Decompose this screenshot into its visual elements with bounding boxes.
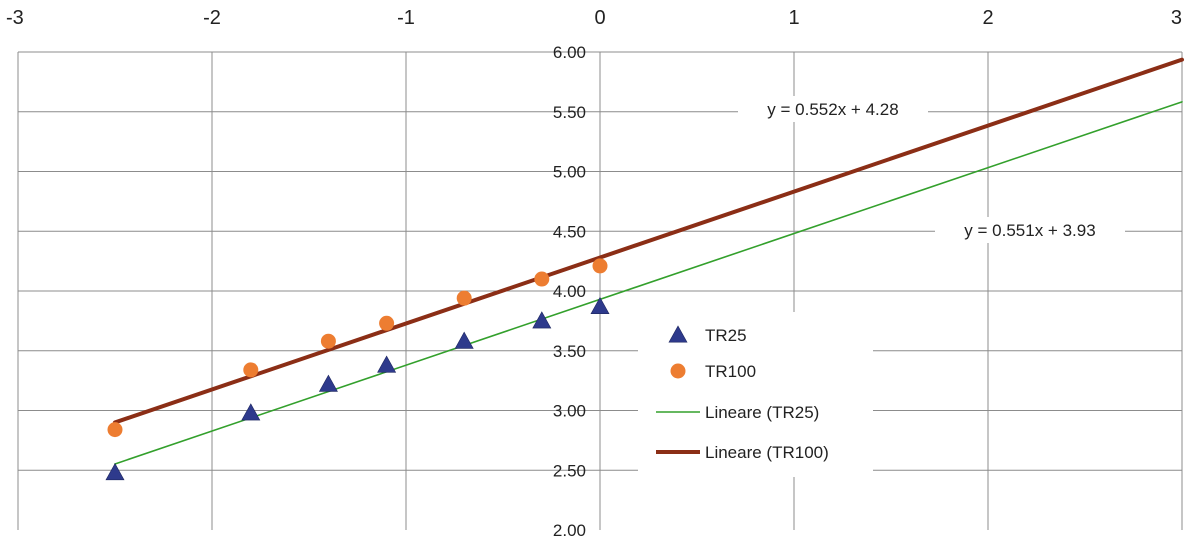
trendlines [113,57,1184,465]
x-tick-label: 1 [788,7,799,29]
y-tick-label: 5.50 [553,103,586,122]
tr100-point [456,290,472,306]
y-tick-label: 6.00 [553,43,586,62]
tr100-point [379,315,395,331]
legend: TR25 TR100 Lineare (TR25) Lineare (TR100) [638,312,873,477]
y-tick-label: 4.00 [553,282,586,301]
equation-label-background [738,96,928,122]
tr25-point [105,463,125,481]
x-tick-label: -2 [203,7,221,29]
tr25-point [454,331,474,349]
data-points [105,258,610,481]
x-tick-label: 0 [594,7,605,29]
trendline-tr100 [113,57,1184,425]
tr100-point [107,422,123,438]
legend-label: Lineare (TR25) [705,403,819,422]
tr25-point [377,355,397,373]
x-axis-tick-labels: -3 -2 -1 0 1 2 3 [6,7,1182,29]
legend-label: TR25 [705,326,747,345]
equation-label-background [935,217,1125,243]
x-tick-label: -1 [397,7,415,29]
equation-label-tr100: y = 0.552x + 4.28 [767,100,898,119]
y-tick-label: 5.00 [553,163,586,182]
x-tick-label: 3 [1171,7,1182,29]
tr25-point [532,311,552,329]
legend-label: Lineare (TR100) [705,443,829,462]
y-tick-label: 4.50 [553,222,586,241]
legend-symbol-tr100 [670,363,686,379]
trendline-equations: y = 0.551x + 3.93 y = 0.552x + 4.28 [738,96,1125,243]
y-tick-label: 3.50 [553,342,586,361]
grid [17,51,1183,530]
y-axis-tick-labels: 2.00 2.50 3.00 3.50 4.00 4.50 5.00 5.50 6.00 [553,43,586,540]
x-tick-label: 2 [982,7,993,29]
tr100-point [320,333,336,349]
x-tick-label: -3 [6,7,24,29]
legend-symbol-tr25 [668,325,688,343]
equation-label-tr25: y = 0.551x + 3.93 [964,221,1095,240]
tr25-point [241,403,261,421]
tr25-point [318,374,338,392]
tr100-point [534,271,550,287]
y-tick-label: 3.00 [553,402,586,421]
tr100-point [243,362,259,378]
trendline-tr25 [114,101,1183,465]
y-tick-label: 2.50 [553,461,586,480]
legend-label: TR100 [705,362,756,381]
tr100-point [592,258,608,274]
y-tick-label: 2.00 [553,521,586,540]
tr25-point [590,296,610,315]
